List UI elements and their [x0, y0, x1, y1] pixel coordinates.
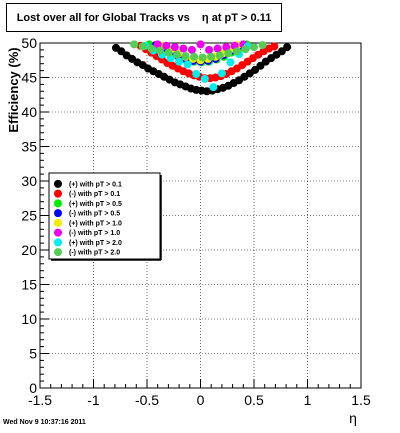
- data-point: [217, 69, 226, 78]
- data-point: [213, 44, 222, 53]
- data-point: [179, 44, 188, 53]
- chart-title: Lost over all for Global Tracks vs η at …: [6, 3, 282, 32]
- y-tick-label: 35: [21, 139, 37, 155]
- data-point: [183, 60, 192, 69]
- data-points: [111, 40, 292, 96]
- data-point: [130, 40, 139, 49]
- data-point: [175, 57, 184, 66]
- x-tick-label: -1: [87, 392, 100, 408]
- y-tick-label: 50: [21, 35, 37, 51]
- data-point: [155, 46, 164, 55]
- data-point: [283, 43, 292, 52]
- y-tick-label: 5: [29, 346, 37, 362]
- data-point: [205, 45, 214, 54]
- y-tick-label: 10: [21, 311, 37, 327]
- y-tick-label: 20: [21, 242, 37, 258]
- legend-entry-label: (-) with pT > 2.0: [69, 250, 120, 257]
- timestamp-footer: Wed Nov 9 10:37:16 2011: [3, 419, 86, 426]
- y-tick-label: 40: [21, 104, 37, 120]
- data-point: [224, 49, 233, 58]
- y-tick-label: 30: [21, 173, 37, 189]
- data-point: [226, 58, 235, 67]
- legend-marker: [54, 179, 62, 188]
- x-axis-label: η: [349, 410, 357, 426]
- data-point: [147, 44, 156, 53]
- y-axis-label: Efficiency (%): [6, 47, 21, 132]
- legend-marker: [54, 199, 62, 208]
- legend: (+) with pT > 0.1 (-) with pT > 0.1 (+) wi…: [48, 172, 162, 261]
- data-point: [181, 52, 190, 61]
- data-point: [164, 48, 173, 57]
- data-point: [200, 74, 209, 83]
- legend-entry-label: (+) with pT > 2.0: [69, 240, 122, 247]
- legend-marker: [54, 209, 62, 218]
- axis-tick-labels: -1.5 -1 -0.5 0 0.5 1 1.5 0 5 10 15 20 25 30 35 40 45 50: [21, 35, 371, 408]
- x-tick-label: 1: [304, 392, 312, 408]
- x-tick-label: 0: [197, 392, 205, 408]
- data-point: [190, 52, 199, 61]
- legend-entry-label: (+) with pT > 0.1: [69, 181, 122, 188]
- data-point: [162, 41, 171, 50]
- legend-entry-label: (-) with pT > 0.5: [69, 211, 120, 218]
- axis-ticks: [39, 42, 362, 389]
- data-point: [196, 40, 205, 49]
- data-point: [232, 47, 241, 56]
- series-points: [130, 40, 267, 62]
- series-points: [153, 40, 248, 54]
- legend-marker: [54, 189, 62, 198]
- data-point: [192, 70, 201, 79]
- data-point: [187, 45, 196, 54]
- data-point: [222, 43, 231, 52]
- legend-entry-label: (+) with pT > 1.0: [69, 220, 122, 227]
- data-point: [138, 42, 147, 51]
- y-tick-label: 0: [29, 380, 37, 396]
- data-point: [207, 52, 216, 61]
- legend-marker: [54, 218, 62, 227]
- data-point: [258, 41, 267, 50]
- data-point: [270, 42, 279, 51]
- data-point: [241, 45, 250, 54]
- data-point: [153, 40, 162, 49]
- data-point: [209, 83, 218, 92]
- x-tick-label: 0.5: [244, 392, 264, 408]
- y-tick-label: 15: [21, 277, 37, 293]
- legend-marker: [54, 238, 62, 247]
- legend-entry-label: (-) with pT > 1.0: [69, 230, 120, 237]
- data-point: [250, 43, 258, 52]
- series-points: [111, 43, 292, 96]
- data-point: [215, 51, 224, 60]
- legend-entry-label: (+) with pT > 0.5: [69, 201, 122, 208]
- legend-marker: [54, 228, 62, 237]
- data-point: [198, 53, 207, 62]
- x-tick-label: -1.5: [28, 392, 52, 408]
- legend-marker: [54, 248, 62, 257]
- data-point: [172, 50, 181, 59]
- y-tick-label: 25: [21, 208, 37, 224]
- y-tick-label: 45: [21, 70, 37, 86]
- data-point: [170, 43, 179, 52]
- legend-box: [48, 172, 161, 260]
- x-tick-label: -0.5: [135, 392, 159, 408]
- x-tick-label: 1.5: [351, 392, 371, 408]
- legend-entry-label: (-) with pT > 0.1: [69, 191, 120, 198]
